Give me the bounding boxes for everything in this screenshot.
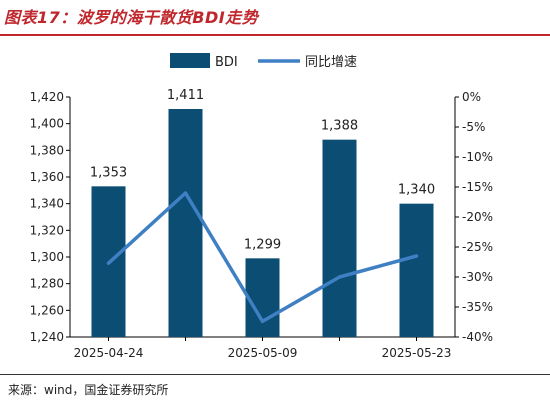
- bdi-chart: BDI 同比增速 1,2401,2601,2801,3001,3201,3401,…: [30, 53, 493, 360]
- left-axis-tick-label: 1,300: [30, 250, 64, 264]
- left-axis-tick-label: 1,360: [30, 170, 64, 184]
- bdi-bar: [168, 109, 203, 337]
- right-axis-tick-label: -35%: [462, 300, 493, 314]
- right-axis-tick-label: -30%: [462, 270, 493, 284]
- right-axis-tick-label: -5%: [462, 120, 485, 134]
- left-axis-tick-label: 1,260: [30, 303, 64, 317]
- bar-data-label: 1,299: [244, 237, 281, 252]
- left-axis-tick-label: 1,280: [30, 277, 64, 291]
- x-axis-tick-label: 2025-05-23: [382, 346, 452, 360]
- bdi-bar: [322, 139, 357, 337]
- bdi-bar: [399, 203, 434, 337]
- legend-swatch-bdi: [170, 53, 210, 68]
- source-divider: [0, 374, 550, 375]
- bar-data-label: 1,340: [398, 183, 435, 198]
- yoy-line: [106, 191, 419, 324]
- x-axis-tick-label: 2025-05-09: [228, 346, 298, 360]
- title-divider: [0, 34, 550, 36]
- right-axis-tick-label: -25%: [462, 240, 493, 254]
- right-axis-tick-label: -10%: [462, 150, 493, 164]
- bar-data-label: 1,388: [321, 119, 358, 134]
- source-note: 来源：wind，国金证券研究所: [8, 383, 169, 397]
- legend-label-bdi: BDI: [215, 55, 238, 70]
- x-axis-tick-label: 2025-04-24: [74, 346, 144, 360]
- right-axis-tick-label: -15%: [462, 180, 493, 194]
- left-axis-tick-label: 1,320: [30, 223, 64, 237]
- right-axis-tick-label: -40%: [462, 330, 493, 344]
- bdi-bar: [245, 258, 280, 337]
- bar-data-labels: 1,353 1,411 1,299 1,388 1,340: [90, 88, 435, 252]
- left-axis-tick-label: 1,240: [30, 330, 64, 344]
- chart-axes: 1,240 1,260 1,280 1,300 1,320 1,340 1,360 1,380…: [30, 90, 493, 360]
- right-axis-tick-label: -20%: [462, 210, 493, 224]
- bar-data-label: 1,353: [90, 165, 127, 180]
- left-axis-tick-label: 1,380: [30, 143, 64, 157]
- chart-legend: BDI 同比增速: [170, 53, 357, 70]
- left-axis-tick-label: 1,400: [30, 117, 64, 131]
- bar-data-label: 1,411: [167, 88, 204, 103]
- right-axis-tick-label: 0%: [462, 90, 481, 104]
- figure-title: 图表17：波罗的海干散货BDI走势: [4, 8, 259, 27]
- left-axis-tick-label: 1,420: [30, 90, 64, 104]
- bdi-bars: [91, 109, 434, 337]
- legend-label-yoy: 同比增速: [305, 55, 357, 70]
- left-axis-tick-label: 1,340: [30, 197, 64, 211]
